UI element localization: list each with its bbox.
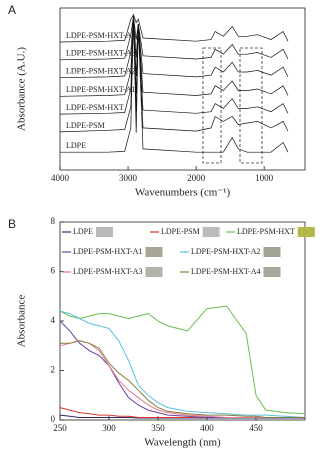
series-label: LDPE-PSM-HXT-A1 <box>66 85 136 94</box>
series-label: LDPE-PSM-HXT <box>66 103 124 112</box>
legend-label: LDPE-PSM <box>161 227 200 236</box>
series-line <box>60 340 305 418</box>
series-line <box>59 16 289 61</box>
y-tick-label: 8 <box>51 216 56 226</box>
series-line <box>59 13 289 43</box>
legend-swatch <box>96 227 113 237</box>
series-line <box>59 340 305 418</box>
x-axis-label: Wavelength (nm) <box>144 437 221 449</box>
y-tick-label: 6 <box>51 266 56 276</box>
series-label: LDPE-PSM-HXT-A3 <box>66 49 136 58</box>
series-label: LDPE-PSM <box>66 121 105 130</box>
x-tick-label: 3000 <box>119 173 138 183</box>
legend-label: LDPE <box>73 227 93 236</box>
series-line <box>59 320 305 418</box>
legend-label: LDPE-PSM-HXT-A4 <box>191 267 261 276</box>
x-tick-label: 1000 <box>255 173 274 183</box>
x-tick-label: 300 <box>102 423 116 433</box>
y-axis-label: Absorbance (A.U.) <box>16 47 28 131</box>
y-tick-label: 4 <box>51 315 56 325</box>
legend-swatch <box>145 267 163 277</box>
legend-swatch <box>297 227 315 237</box>
x-tick-label: 250 <box>53 423 67 433</box>
x-tick-label: 350 <box>151 423 165 433</box>
x-axis-label: Wavenumbers (cm⁻¹) <box>135 187 231 199</box>
y-tick-label: 2 <box>51 365 56 375</box>
plot-frame <box>59 7 306 171</box>
series-line <box>59 16 289 79</box>
x-tick-label: 400 <box>200 423 214 433</box>
panel-label: A <box>8 3 16 17</box>
legend-swatch <box>263 267 281 277</box>
legend-label: LDPE-PSM-HXT-A3 <box>73 267 143 276</box>
highlight-box <box>202 47 222 164</box>
legend-swatch <box>202 227 220 237</box>
x-tick-label: 4000 <box>51 173 70 183</box>
x-tick-label: 2000 <box>187 173 206 183</box>
legend-label: LDPE-PSM-HXT-A1 <box>73 247 143 256</box>
legend-label: LDPE-PSM-HXT <box>237 227 295 236</box>
series-label: LDPE-PSM-HXT-A4 <box>66 31 136 40</box>
series-label: LDPE-PSM-HXT-A2 <box>66 66 136 75</box>
series-line <box>59 16 289 133</box>
series-line <box>60 16 289 153</box>
panel-label: B <box>8 217 16 231</box>
series-line <box>59 16 289 115</box>
x-tick-label: 450 <box>249 423 263 433</box>
series-line <box>59 310 306 418</box>
legend-swatch <box>263 247 281 257</box>
y-tick-label: 0 <box>51 414 56 424</box>
highlight-box <box>239 47 263 164</box>
legend-swatch <box>145 247 163 257</box>
series-line <box>59 305 306 415</box>
series-label: LDPE <box>66 141 86 150</box>
y-axis-label: Absorbance <box>16 295 28 348</box>
legend-label: LDPE-PSM-HXT-A2 <box>191 247 261 256</box>
series-line <box>59 16 289 97</box>
